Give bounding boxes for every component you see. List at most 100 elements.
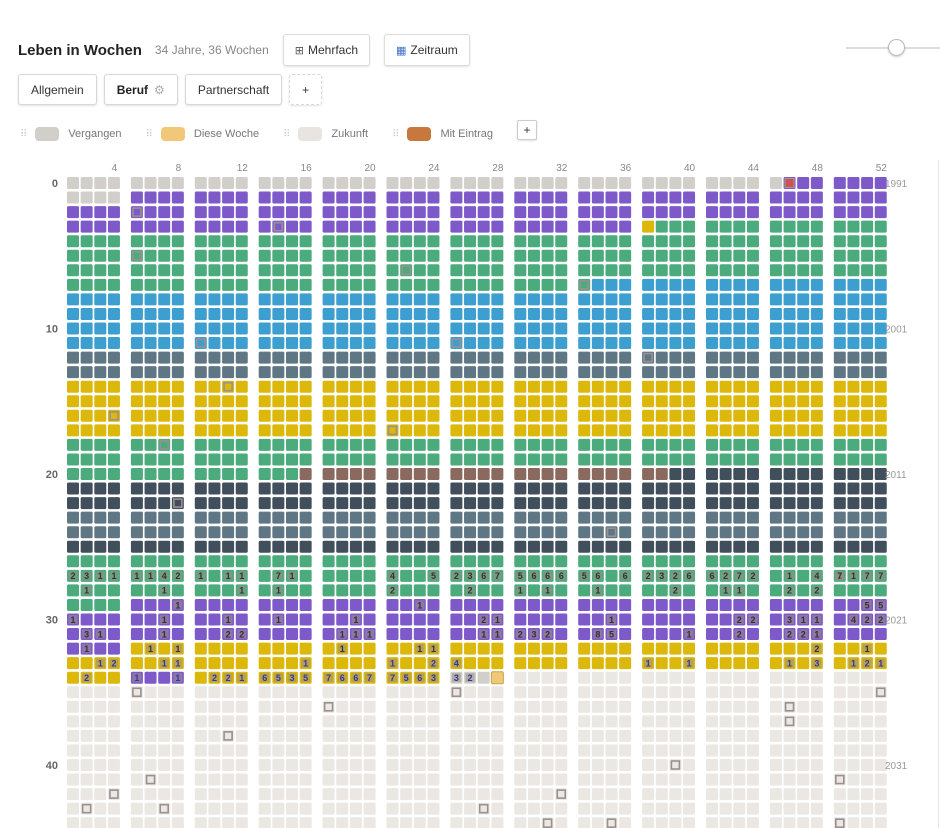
week-cell[interactable] — [746, 744, 759, 757]
week-cell[interactable] — [94, 540, 107, 553]
week-cell[interactable] — [208, 773, 221, 786]
week-cell[interactable] — [80, 526, 93, 539]
legend-item-diese-woche[interactable]: ⠿ Diese Woche — [146, 127, 259, 141]
week-cell[interactable] — [746, 598, 759, 611]
week-cell[interactable] — [683, 249, 696, 262]
week-cell[interactable] — [386, 817, 399, 828]
week-cell[interactable] — [541, 657, 554, 670]
week-cell[interactable] — [363, 613, 376, 626]
week-cell[interactable] — [719, 744, 732, 757]
entry-marker[interactable] — [81, 803, 92, 814]
week-cell[interactable] — [413, 744, 426, 757]
week-cell[interactable] — [158, 220, 171, 233]
week-cell[interactable] — [555, 657, 568, 670]
week-cell[interactable] — [578, 613, 591, 626]
week-cell[interactable] — [833, 759, 846, 771]
entry-count-bg[interactable] — [82, 644, 92, 654]
week-cell[interactable] — [336, 482, 349, 495]
week-cell[interactable] — [810, 438, 823, 451]
week-cell[interactable] — [158, 206, 171, 219]
week-cell[interactable] — [80, 351, 93, 364]
entry-count-bg[interactable] — [876, 600, 886, 610]
week-cell[interactable] — [349, 220, 362, 233]
week-cell[interactable] — [847, 264, 860, 277]
week-cell[interactable] — [783, 788, 796, 801]
week-cell[interactable] — [514, 555, 527, 568]
week-cell[interactable] — [477, 424, 490, 437]
week-cell[interactable] — [258, 729, 271, 742]
week-cell[interactable] — [363, 657, 376, 670]
week-cell[interactable] — [171, 788, 184, 801]
week-cell[interactable] — [427, 366, 440, 379]
week-cell[interactable] — [208, 788, 221, 801]
week-cell[interactable] — [642, 307, 655, 320]
week-cell[interactable] — [555, 744, 568, 757]
entry-count-bg[interactable] — [684, 658, 694, 668]
week-cell[interactable] — [619, 642, 632, 655]
week-cell[interactable] — [194, 409, 207, 422]
week-cell[interactable] — [797, 526, 810, 539]
week-cell[interactable] — [642, 686, 655, 699]
week-cell[interactable] — [286, 598, 298, 611]
week-cell[interactable] — [719, 817, 732, 828]
week-cell[interactable] — [413, 278, 426, 291]
week-cell[interactable] — [527, 540, 540, 553]
week-cell[interactable] — [94, 468, 107, 480]
week-cell[interactable] — [655, 220, 668, 233]
week-cell[interactable] — [222, 511, 235, 524]
week-cell[interactable] — [706, 788, 718, 801]
entry-count-bg[interactable] — [529, 571, 539, 581]
week-cell[interactable] — [235, 366, 248, 379]
week-cell[interactable] — [642, 191, 655, 204]
week-cell[interactable] — [235, 642, 248, 655]
week-cell[interactable] — [769, 322, 782, 335]
week-cell[interactable] — [413, 337, 426, 350]
week-cell[interactable] — [655, 773, 668, 786]
week-cell[interactable] — [413, 177, 426, 189]
entry-count-bg[interactable] — [173, 673, 183, 683]
add-legend-button[interactable]: + — [517, 120, 538, 140]
week-cell[interactable] — [783, 598, 796, 611]
week-cell[interactable] — [322, 337, 335, 350]
week-cell[interactable] — [555, 628, 568, 641]
week-cell[interactable] — [427, 788, 440, 801]
week-cell[interactable] — [605, 744, 618, 757]
week-cell[interactable] — [514, 307, 527, 320]
week-cell[interactable] — [669, 715, 682, 728]
week-cell[interactable] — [235, 424, 248, 437]
week-cell[interactable] — [874, 729, 887, 742]
week-cell[interactable] — [605, 584, 618, 597]
week-cell[interactable] — [861, 337, 874, 350]
week-cell[interactable] — [299, 409, 312, 422]
week-cell[interactable] — [874, 788, 887, 801]
week-cell[interactable] — [363, 351, 376, 364]
week-cell[interactable] — [413, 729, 426, 742]
week-cell[interactable] — [363, 235, 376, 248]
drag-handle-icon[interactable]: ⠿ — [283, 128, 290, 140]
entry-count-bg[interactable] — [388, 658, 397, 668]
week-cell[interactable] — [208, 686, 221, 699]
week-cell[interactable] — [400, 424, 413, 437]
entry-count-bg[interactable] — [415, 600, 425, 610]
week-cell[interactable] — [67, 744, 79, 757]
week-cell[interactable] — [655, 351, 668, 364]
week-cell[interactable] — [222, 584, 235, 597]
week-cell[interactable] — [450, 380, 463, 393]
week-cell[interactable] — [683, 613, 696, 626]
week-cell[interactable] — [541, 497, 554, 510]
entry-count-bg[interactable] — [365, 673, 375, 683]
week-cell[interactable] — [810, 380, 823, 393]
week-cell[interactable] — [833, 453, 846, 466]
week-cell[interactable] — [450, 526, 463, 539]
week-cell[interactable] — [746, 715, 759, 728]
week-cell[interactable] — [578, 802, 591, 815]
week-cell[interactable] — [286, 657, 298, 670]
week-cell[interactable] — [783, 307, 796, 320]
week-cell[interactable] — [619, 671, 632, 684]
week-cell[interactable] — [322, 278, 335, 291]
week-cell[interactable] — [322, 409, 335, 422]
week-cell[interactable] — [94, 366, 107, 379]
week-cell[interactable] — [400, 598, 413, 611]
week-cell[interactable] — [67, 409, 79, 422]
week-cell[interactable] — [578, 686, 591, 699]
